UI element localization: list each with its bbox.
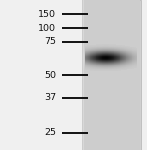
Text: 37: 37 — [44, 93, 56, 102]
Text: 75: 75 — [44, 38, 56, 46]
Text: 150: 150 — [38, 10, 56, 19]
Text: 100: 100 — [38, 24, 56, 33]
Text: 50: 50 — [44, 70, 56, 80]
Text: 25: 25 — [44, 128, 56, 137]
Bar — [82, 0, 141, 150]
